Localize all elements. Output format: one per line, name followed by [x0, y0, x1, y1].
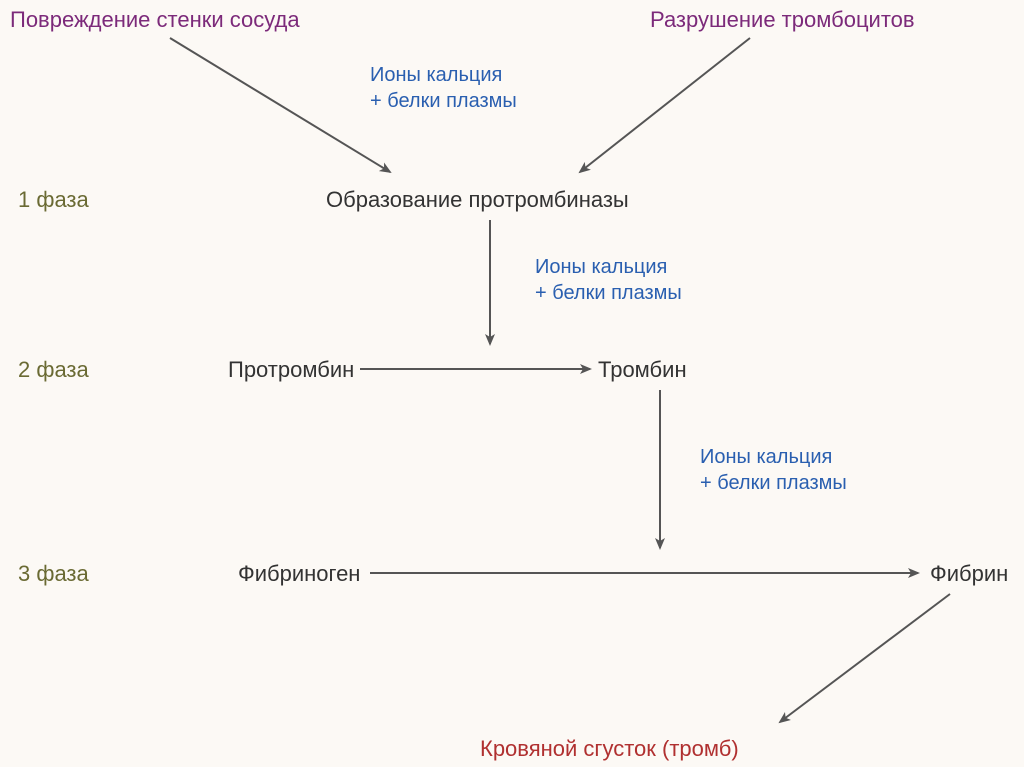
cofactor1-line2: + белки плазмы: [370, 88, 517, 114]
diagram-canvas: Повреждение стенки сосуда Разрушение тро…: [0, 0, 1024, 767]
fibrin-node: Фибрин: [930, 560, 1008, 589]
cofactor1-line1: Ионы кальция: [370, 62, 502, 88]
cofactor3-line2: + белки плазмы: [700, 470, 847, 496]
cofactor2-line2: + белки плазмы: [535, 280, 682, 306]
result-node: Кровяной сгусток (тромб): [480, 735, 739, 764]
edges-layer: [0, 0, 1024, 767]
phase2-label: 2 фаза: [18, 356, 89, 385]
node-top-right: Разрушение тромбоцитов: [650, 6, 915, 35]
node-top-left: Повреждение стенки сосуда: [10, 6, 300, 35]
cofactor3-line1: Ионы кальция: [700, 444, 832, 470]
phase1-label: 1 фаза: [18, 186, 89, 215]
thrombin-node: Тромбин: [598, 356, 687, 385]
phase1-node: Образование протромбиназы: [326, 186, 629, 215]
fibrinogen-node: Фибриноген: [238, 560, 360, 589]
edge-tl_to_p1: [170, 38, 390, 172]
edge-fib_to_res: [780, 594, 950, 722]
prothrombin-node: Протромбин: [228, 356, 354, 385]
cofactor2-line1: Ионы кальция: [535, 254, 667, 280]
phase3-label: 3 фаза: [18, 560, 89, 589]
edge-tr_to_p1: [580, 38, 750, 172]
